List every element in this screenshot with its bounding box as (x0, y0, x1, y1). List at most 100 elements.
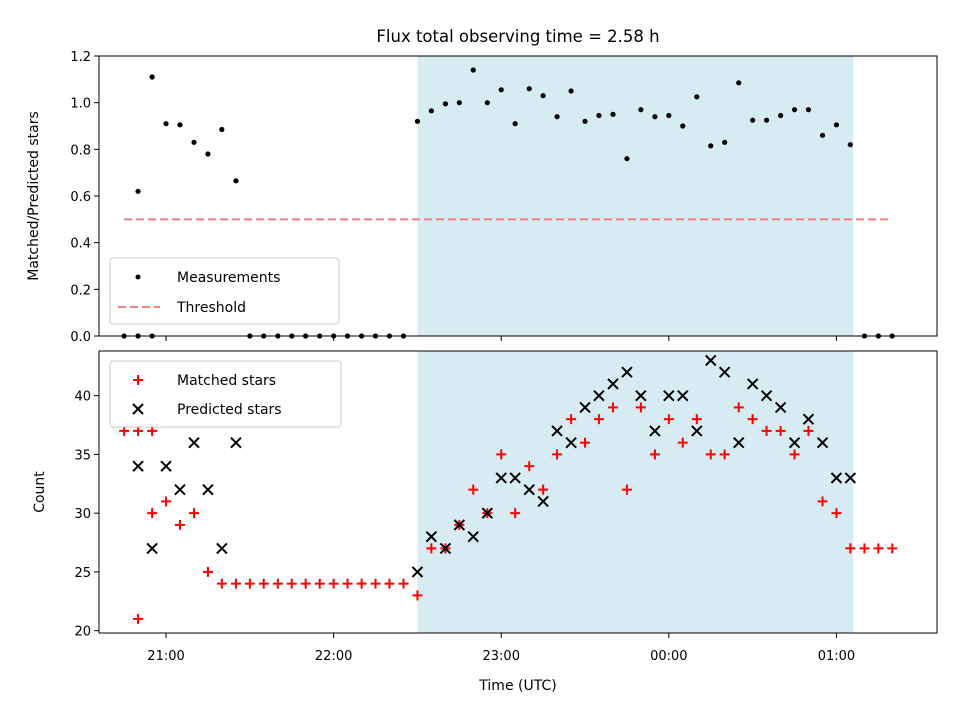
matched-star-point (649, 449, 660, 460)
bottom-y-tick-label: 20 (74, 625, 91, 640)
measurement-point (652, 114, 658, 120)
bottom-x-tick-label: 00:00 (650, 649, 687, 664)
matched-star-point (789, 449, 800, 460)
matched-star-point (189, 508, 200, 519)
measurement-point (442, 101, 449, 107)
chart-title: Flux total observing time = 2.58 h (376, 27, 659, 46)
matched-star-point (859, 543, 870, 554)
bottom-x-tick-label: 23:00 (483, 649, 520, 664)
matched-star-point (663, 414, 674, 425)
measurement-point (484, 100, 490, 106)
matched-star-point (398, 578, 409, 589)
predicted-star-point (705, 354, 717, 367)
bottom-x-tick-label: 01:00 (818, 649, 855, 664)
matched-star-point (873, 543, 884, 554)
measurement-point (414, 118, 421, 124)
top-y-tick-label: 0.8 (70, 143, 91, 158)
matched-star-point (174, 519, 185, 530)
top-y-tick-label: 0.2 (70, 283, 91, 298)
predicted-star-point (760, 389, 773, 402)
bottom-panel: 20 25 30 35 40 21:00 22:00 23:00 00:00 01:00 Coun… (32, 350, 938, 694)
matched-star-point (468, 484, 479, 495)
matched-star-point (803, 425, 814, 436)
predicted-star-point (230, 436, 242, 449)
measurement-point (554, 114, 560, 120)
measurement-point (177, 122, 183, 128)
predicted-star-point (174, 483, 186, 496)
predicted-star-point (537, 495, 549, 508)
matched-star-point (677, 437, 688, 448)
predicted-star-point (216, 542, 228, 555)
measurement-point (470, 67, 476, 73)
measurement-point (638, 107, 644, 113)
predicted-star-point (551, 425, 563, 437)
matched-star-point (705, 449, 716, 460)
measurement-point (694, 94, 700, 100)
measurement-point (582, 118, 588, 124)
matched-star-point (412, 590, 423, 601)
matched-star-point (356, 578, 367, 589)
predicted-star-point (439, 542, 452, 555)
matched-star-point (719, 449, 730, 460)
measurement-point (847, 142, 853, 148)
matched-star-point (133, 613, 144, 624)
predicted-star-point (453, 519, 466, 531)
measurement-point (205, 151, 211, 157)
matched-star-point (845, 543, 856, 554)
matched-star-point (272, 578, 283, 589)
matched-star-point (286, 578, 297, 589)
predicted-star-point (160, 460, 172, 472)
predicted-star-point (202, 483, 214, 496)
predicted-star-point (788, 436, 801, 449)
matched-star-point (496, 449, 507, 460)
top-panel: 0.0 0.2 0.4 0.6 0.8 1.0 1.2 Flux total observi… (26, 27, 938, 345)
top-points-layer (121, 67, 895, 339)
predicted-star-point (132, 460, 144, 472)
matched-star-point (258, 578, 269, 589)
measurement-point (680, 123, 686, 129)
matched-star-point (887, 543, 898, 554)
matched-star-point (300, 578, 311, 589)
legend-measurements-label: Measurements (177, 270, 280, 286)
bottom-y-tick-label: 40 (74, 390, 91, 405)
matched-star-point (147, 425, 158, 436)
bottom-y-axis-label: Count (32, 471, 48, 513)
predicted-star-point (635, 389, 647, 402)
measurement-point (624, 156, 630, 162)
measurement-point (722, 139, 728, 145)
measurement-point (596, 112, 602, 119)
top-ticks-layer: 0.0 0.2 0.4 0.6 0.8 1.0 1.2 (70, 50, 837, 345)
matched-star-point (342, 578, 353, 589)
matched-star-point (831, 508, 842, 519)
measurement-point (233, 178, 239, 184)
matched-star-point (552, 449, 563, 460)
predicted-star-point (579, 401, 591, 414)
matched-star-point (384, 578, 395, 589)
matched-star-point (244, 578, 255, 589)
matched-star-point (593, 414, 604, 425)
bottom-y-tick-label: 30 (74, 507, 91, 522)
legend-threshold-label: Threshold (176, 300, 246, 316)
bottom-plot-frame (98, 350, 938, 634)
bottom-points-layer (119, 354, 898, 624)
predicted-star-point (481, 507, 494, 519)
measurement-point (456, 100, 462, 106)
matched-star-point (691, 414, 702, 425)
matched-star-point (216, 578, 227, 589)
matched-star-point (608, 402, 619, 413)
predicted-star-point (523, 483, 535, 496)
top-y-tick-label: 0.0 (70, 330, 91, 345)
predicted-star-point (495, 472, 507, 484)
predicted-star-point (746, 378, 759, 390)
predicted-star-point (649, 425, 661, 437)
top-plot-frame (98, 55, 938, 337)
predicted-star-point (467, 530, 479, 543)
bottom-legend: Matched stars Predicted stars (109, 360, 342, 428)
matched-star-point (524, 461, 535, 472)
predicted-star-point (677, 389, 689, 402)
measurement-point (805, 107, 812, 113)
predicted-star-point (802, 413, 815, 425)
top-y-axis-label: Matched/Predicted stars (26, 111, 42, 281)
bottom-ticks-layer: 20 25 30 35 40 21:00 22:00 23:00 00:00 01:00 (74, 390, 855, 664)
top-y-tick-label: 1.0 (70, 97, 91, 112)
